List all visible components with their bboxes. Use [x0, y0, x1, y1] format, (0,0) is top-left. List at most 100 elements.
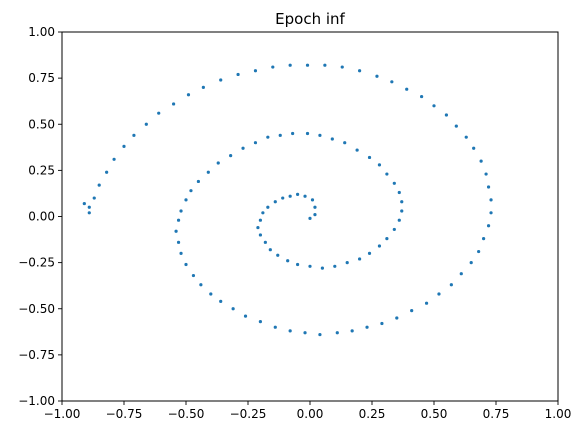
- data-point: [216, 161, 220, 165]
- x-tick-label: −0.75: [106, 407, 143, 421]
- data-point: [291, 131, 295, 136]
- data-point: [390, 80, 394, 84]
- data-point: [92, 196, 96, 200]
- data-point: [377, 163, 382, 167]
- data-point: [405, 87, 409, 91]
- data-point: [184, 262, 188, 267]
- data-point: [395, 316, 399, 320]
- data-point: [320, 266, 324, 270]
- y-tick-label: −0.25: [18, 256, 55, 270]
- chart-title: Epoch inf: [275, 10, 345, 28]
- data-point: [258, 320, 262, 324]
- data-point: [313, 213, 317, 217]
- data-point: [184, 198, 188, 202]
- data-point: [377, 244, 382, 248]
- data-point: [241, 146, 245, 150]
- data-point: [179, 209, 183, 213]
- x-tick-label: 1.00: [545, 407, 572, 421]
- data-point: [469, 261, 473, 265]
- data-point: [308, 264, 312, 268]
- data-point: [367, 251, 372, 255]
- y-tick-label: −0.75: [18, 348, 55, 362]
- data-point: [82, 201, 86, 206]
- data-point: [479, 159, 483, 163]
- data-point: [303, 331, 307, 335]
- data-point: [335, 331, 339, 335]
- data-point: [308, 216, 312, 220]
- data-point: [268, 248, 272, 252]
- y-tick-label: −0.50: [18, 302, 55, 316]
- data-point: [318, 332, 322, 337]
- data-point: [472, 146, 476, 150]
- data-point: [206, 170, 210, 174]
- data-point: [231, 307, 235, 311]
- data-point: [286, 259, 290, 263]
- x-tick-label: −0.50: [168, 407, 205, 421]
- data-point: [266, 135, 270, 139]
- data-point: [477, 249, 481, 254]
- data-point: [432, 104, 436, 108]
- data-point: [201, 85, 205, 89]
- data-point: [273, 200, 277, 204]
- data-point: [144, 122, 148, 126]
- data-point: [105, 170, 109, 174]
- data-point: [489, 211, 493, 215]
- data-point: [219, 299, 223, 303]
- data-point: [424, 301, 429, 305]
- data-point: [296, 192, 300, 196]
- data-point: [318, 133, 322, 137]
- data-point: [112, 157, 116, 161]
- data-point: [219, 78, 223, 82]
- data-point: [397, 218, 401, 222]
- data-point: [454, 124, 458, 128]
- data-point: [358, 257, 362, 261]
- data-point: [313, 205, 317, 209]
- data-point: [288, 194, 292, 198]
- y-tick-label: 0.25: [28, 163, 55, 177]
- data-point: [87, 211, 91, 215]
- data-point: [484, 172, 488, 176]
- x-tick-label: 0.25: [359, 407, 386, 421]
- y-tick-label: 0.00: [28, 210, 55, 224]
- data-point: [385, 172, 389, 176]
- y-tick-label: 1.00: [28, 25, 55, 39]
- data-point: [258, 233, 262, 237]
- data-point: [263, 240, 267, 244]
- data-point: [174, 229, 178, 233]
- data-point: [266, 205, 270, 209]
- data-point: [350, 329, 354, 333]
- data-point: [189, 189, 193, 193]
- x-tick-label: −1.00: [44, 407, 81, 421]
- x-tick-label: 0.50: [421, 407, 448, 421]
- data-point: [449, 283, 453, 287]
- data-point: [375, 74, 379, 78]
- data-point: [410, 309, 414, 313]
- data-point: [358, 69, 362, 73]
- data-point: [400, 209, 404, 213]
- x-tick-label: −0.25: [230, 407, 267, 421]
- data-point: [305, 131, 310, 136]
- data-point: [365, 325, 369, 329]
- data-point: [330, 137, 334, 141]
- data-point: [486, 224, 491, 228]
- data-point: [278, 133, 282, 137]
- data-point: [253, 69, 258, 73]
- data-point: [186, 93, 191, 97]
- data-point: [367, 155, 372, 160]
- data-point: [345, 261, 349, 265]
- data-point: [179, 251, 183, 255]
- data-point: [157, 111, 161, 115]
- data-point: [229, 154, 233, 158]
- data-point: [176, 240, 181, 244]
- data-point: [196, 179, 200, 184]
- x-tick-label: 0.00: [297, 407, 324, 421]
- y-tick-label: 0.50: [28, 117, 55, 131]
- axis-ticks: −1.00 −0.75 −0.50 −0.25 0.00 0.25 0.50 0.75 1.00…: [18, 25, 571, 421]
- data-point: [176, 218, 181, 222]
- data-point: [271, 65, 275, 69]
- data-point: [392, 227, 396, 232]
- data-point: [122, 144, 126, 148]
- data-point: [288, 63, 292, 67]
